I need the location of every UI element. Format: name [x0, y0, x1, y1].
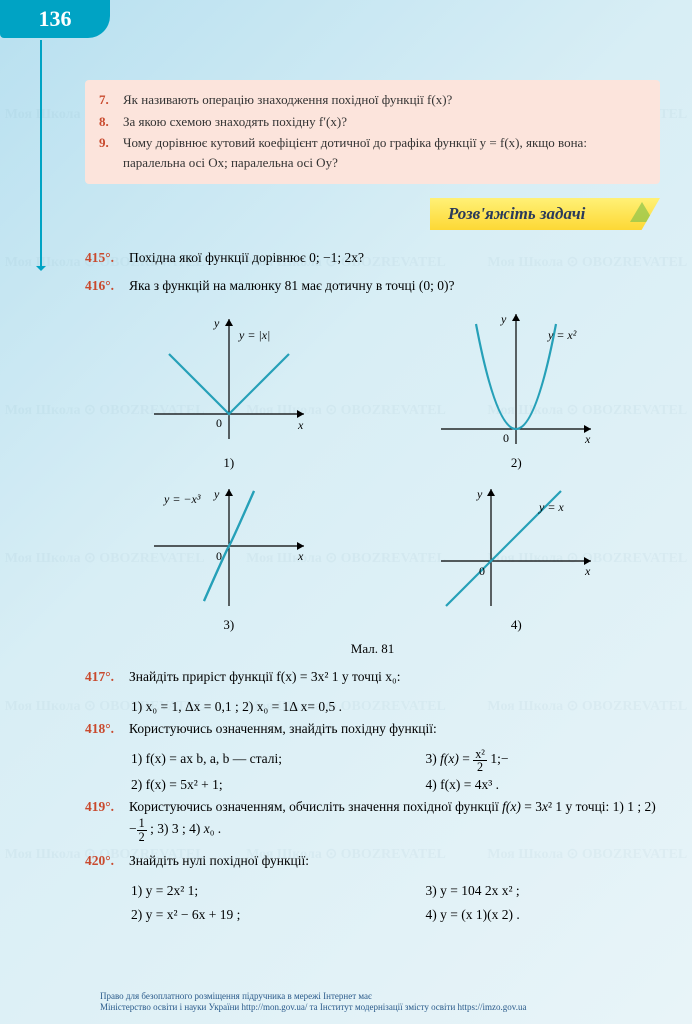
svg-text:y = x²: y = x²	[547, 328, 577, 342]
footer-line2: Міністерство освіти і науки України http…	[100, 1002, 672, 1014]
problem-text: Користуючись означенням, знайдіть похідн…	[129, 719, 660, 739]
problem-420-sub: 1) y = 2x² 1; 3) y = 104 2x x² ; 2) y = …	[131, 879, 660, 928]
svg-text:0: 0	[503, 431, 509, 445]
question-row: 8. За якою схемою знаходять похідну f′(x…	[99, 112, 646, 132]
graph-4-svg: y x 0 y = x	[431, 481, 601, 611]
problem-418: 418°. Користуючись означенням, знайдіть …	[85, 719, 660, 739]
sub-item: 4) y = (x 1)(x 2) .	[426, 903, 661, 927]
question-num: 7.	[99, 90, 117, 110]
svg-text:y: y	[500, 312, 507, 326]
graph-1-svg: y x 0 y = |x|	[144, 309, 314, 449]
graph-3-cell: y x 0 y = −x³ 3)	[105, 481, 353, 633]
sub-item: 2) f(x) = 5x² + 1;	[131, 773, 366, 797]
svg-text:y: y	[213, 487, 220, 501]
page-number-badge: 136	[0, 0, 110, 38]
question-num: 9.	[99, 133, 117, 172]
graph-1-cell: y x 0 y = |x| 1)	[105, 309, 353, 471]
svg-text:x: x	[584, 432, 591, 446]
graph-3-svg: y x 0 y = −x³	[144, 481, 314, 611]
graph-1-label: 1)	[105, 455, 353, 471]
side-arrow-decoration	[40, 40, 42, 270]
question-box: 7. Як називають операцію знаходження пох…	[85, 80, 660, 184]
problem-417-sub: 1) x₀ = 1, Δx = 0,1 ; 2) x₀ = 1Δ x= 0,5 …	[131, 695, 660, 719]
question-row: 9. Чому дорівнює кутовий коефіцієнт доти…	[99, 133, 646, 172]
sub-item: 1) f(x) = ax b, a, b — сталі;	[131, 747, 366, 773]
graph-2-cell: y x 0 y = x² 2)	[393, 309, 641, 471]
sub-item: 3) f(x) = x²2 1;−	[426, 747, 661, 773]
svg-text:y: y	[213, 316, 220, 330]
svg-text:y: y	[476, 487, 483, 501]
figure-caption: Мал. 81	[85, 641, 660, 657]
graph-3-label: 3)	[105, 617, 353, 633]
footer-line1: Право для безоплатного розміщення підруч…	[100, 991, 672, 1003]
page-number: 136	[39, 6, 72, 32]
problem-419: 419°. Користуючись означенням, обчисліть…	[85, 797, 660, 843]
question-text: За якою схемою знаходять похідну f′(x)?	[123, 112, 347, 132]
problem-text: Знайдіть нулі похідної функції:	[129, 851, 660, 871]
problem-text: Яка з функцій на малюнку 81 має дотичну …	[129, 276, 660, 296]
graph-4-cell: y x 0 y = x 4)	[393, 481, 641, 633]
problem-num: 418°.	[85, 719, 121, 739]
problem-num: 416°.	[85, 276, 121, 296]
problem-418-sub: 1) f(x) = ax b, a, b — сталі; 3) f(x) = …	[131, 747, 660, 797]
svg-text:y = −x³: y = −x³	[163, 492, 201, 506]
page-content: 7. Як називають операцію знаходження пох…	[85, 80, 660, 928]
graph-2-svg: y x 0 y = x²	[431, 309, 601, 449]
problem-415: 415°. Похідна якої функції дорівнює 0; −…	[85, 248, 660, 268]
problem-420: 420°. Знайдіть нулі похідної функції:	[85, 851, 660, 871]
svg-text:y = |x|: y = |x|	[238, 328, 270, 342]
question-text: Чому дорівнює кутовий коефіцієнт дотично…	[123, 133, 646, 172]
problem-416: 416°. Яка з функцій на малюнку 81 має до…	[85, 276, 660, 296]
problem-text: Похідна якої функції дорівнює 0; −1; 2x?	[129, 248, 660, 268]
problem-num: 420°.	[85, 851, 121, 871]
sub-item: 3) y = 104 2x x² ;	[426, 879, 661, 903]
question-num: 8.	[99, 112, 117, 132]
sub-item: 4) f(x) = 4x³ .	[426, 773, 661, 797]
sub-item: 2) y = x² − 6x + 19 ;	[131, 903, 366, 927]
question-text: Як називають операцію знаходження похідн…	[123, 90, 452, 110]
svg-text:y = x: y = x	[538, 500, 564, 514]
problem-num: 415°.	[85, 248, 121, 268]
svg-text:0: 0	[216, 416, 222, 430]
svg-text:0: 0	[479, 564, 485, 578]
sub-item: 1) y = 2x² 1;	[131, 879, 366, 903]
problem-text: Користуючись означенням, обчисліть значе…	[129, 797, 660, 843]
svg-text:0: 0	[216, 549, 222, 563]
page-footer: Право для безоплатного розміщення підруч…	[100, 991, 672, 1014]
svg-text:x: x	[297, 549, 304, 563]
graph-4-label: 4)	[393, 617, 641, 633]
graph-2-label: 2)	[393, 455, 641, 471]
svg-text:x: x	[297, 418, 304, 432]
question-row: 7. Як називають операцію знаходження пох…	[99, 90, 646, 110]
svg-text:x: x	[584, 564, 591, 578]
section-banner: Розв'яжіть задачі	[430, 198, 660, 230]
problem-text: Знайдіть приріст функції f(x) = 3x² 1 у …	[129, 667, 660, 687]
problem-num: 419°.	[85, 797, 121, 843]
graphs-grid: y x 0 y = |x| 1) y x 0 y = x² 2)	[105, 309, 640, 633]
problem-num: 417°.	[85, 667, 121, 687]
problem-417: 417°. Знайдіть приріст функції f(x) = 3x…	[85, 667, 660, 687]
